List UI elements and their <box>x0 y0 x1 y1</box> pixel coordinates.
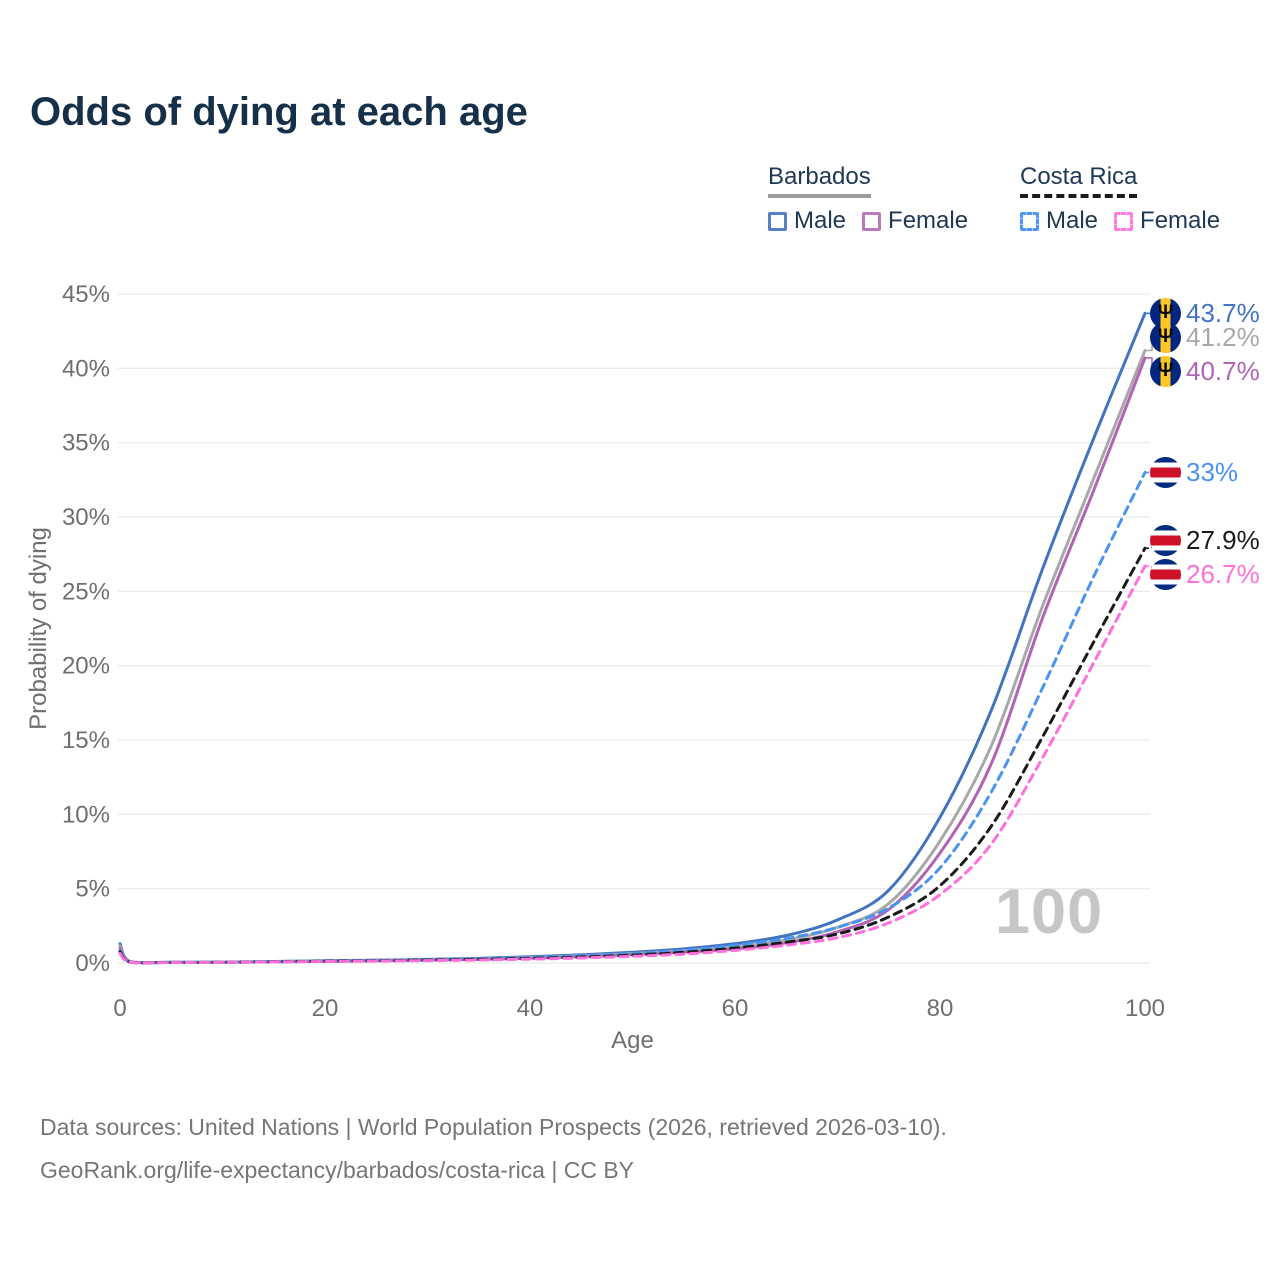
y-tick-label: 10% <box>62 801 110 828</box>
end-label-value: 43.7% <box>1186 297 1260 328</box>
legend-item-costa-rica-female[interactable]: Female <box>1114 207 1220 235</box>
legend-item-barbados-female[interactable]: Female <box>862 207 968 235</box>
series-line-barbados-female <box>118 356 1147 965</box>
x-tick-label: 40 <box>517 995 544 1022</box>
x-tick-label: 0 <box>113 995 126 1022</box>
y-tick-label: 30% <box>62 504 110 531</box>
x-tick-label: 20 <box>312 995 339 1022</box>
end-label: 33% <box>1150 456 1238 488</box>
checkbox-barbados-female[interactable] <box>862 211 882 231</box>
footer: Data sources: United Nations | World Pop… <box>40 1106 947 1192</box>
page-title: Odds of dying at each age <box>30 90 528 134</box>
legend-label: Male <box>794 207 847 234</box>
end-label-value: 41.2% <box>1186 321 1260 352</box>
series-line-costa-rica-female <box>118 564 1147 965</box>
legend-country-barbados: Barbados <box>768 163 871 198</box>
x-axis-label: Age <box>611 1027 654 1054</box>
legend-label: Male <box>1046 207 1099 234</box>
data-sources-line: Data sources: United Nations | World Pop… <box>40 1114 947 1140</box>
end-label-leader <box>1146 565 1157 575</box>
y-tick-label: 40% <box>62 355 110 382</box>
y-axis-label: Probability of dying <box>25 527 52 730</box>
barbados-flag-icon <box>1150 355 1181 387</box>
x-tick-label: 100 <box>1125 995 1165 1022</box>
x-tick-label: 60 <box>722 995 749 1022</box>
legend-group-costa-rica: Costa Rica Male Female <box>1020 163 1220 235</box>
attribution-line: GeoRank.org/life-expectancy/barbados/cos… <box>40 1157 635 1183</box>
y-tick-label: 35% <box>62 430 110 457</box>
end-label: 41.2% <box>1150 321 1260 353</box>
y-tick-label: 15% <box>62 727 110 754</box>
legend-label: Female <box>1140 207 1221 234</box>
legend-country-costa-rica: Costa Rica <box>1020 163 1138 198</box>
end-label: 26.7% <box>1150 558 1260 590</box>
end-label-value: 26.7% <box>1186 558 1260 589</box>
checkbox-costa-rica-female[interactable] <box>1114 211 1134 231</box>
end-label-value: 27.9% <box>1186 524 1260 555</box>
barbados-flag-icon <box>1150 321 1181 353</box>
end-label-leader <box>1146 539 1157 550</box>
legend-item-barbados-male[interactable]: Male <box>768 207 846 235</box>
series-line-barbados-male <box>118 311 1147 965</box>
end-label: 40.7% <box>1150 355 1260 387</box>
legend-label: Female <box>888 207 969 234</box>
end-label: 27.9% <box>1150 524 1260 556</box>
y-tick-label: 25% <box>62 578 110 605</box>
checkbox-costa-rica-male[interactable] <box>1020 211 1039 231</box>
costa-rica-flag-icon <box>1150 524 1181 556</box>
end-label-value: 33% <box>1186 456 1239 487</box>
y-tick-label: 45% <box>62 281 110 308</box>
focused-age-watermark: 100 <box>995 877 1104 947</box>
x-tick-label: 80 <box>927 995 954 1022</box>
costa-rica-flag-icon <box>1150 456 1181 488</box>
costa-rica-flag-icon <box>1150 558 1181 590</box>
y-tick-label: 20% <box>62 653 110 680</box>
y-tick-label: 0% <box>75 950 110 977</box>
y-tick-label: 5% <box>75 876 110 903</box>
end-label-value: 40.7% <box>1186 355 1260 386</box>
checkbox-barbados-male[interactable] <box>768 211 787 231</box>
legend-item-costa-rica-male[interactable]: Male <box>1020 207 1098 235</box>
legend-group-barbados: Barbados Male Female <box>768 163 968 235</box>
series-line-costa-rica-both-sexes <box>118 546 1147 965</box>
